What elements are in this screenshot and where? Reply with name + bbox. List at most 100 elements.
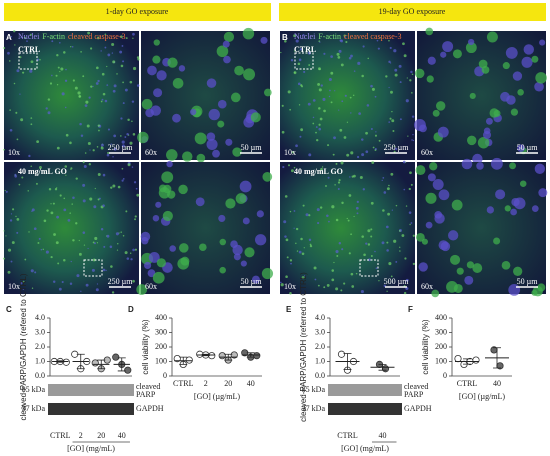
nucleus — [240, 260, 247, 267]
y-tick-label: 0 — [443, 371, 447, 380]
cell — [54, 188, 58, 191]
cell — [314, 278, 317, 281]
nucleus — [147, 65, 157, 76]
cell — [104, 99, 108, 103]
cell — [302, 33, 305, 36]
nucleus — [538, 188, 548, 198]
cell — [388, 184, 390, 187]
cell — [374, 134, 378, 137]
cell — [12, 208, 15, 211]
cell — [365, 131, 368, 135]
cell — [79, 122, 82, 126]
cell — [361, 74, 364, 78]
cell — [106, 153, 110, 157]
nucleus — [223, 31, 235, 42]
nucleus — [148, 251, 160, 263]
cell — [71, 203, 73, 205]
cell — [350, 233, 352, 236]
cell — [309, 243, 312, 246]
nucleus — [472, 263, 483, 273]
cell — [102, 204, 105, 207]
data-point — [173, 354, 181, 363]
cell — [110, 265, 113, 268]
cell — [412, 262, 416, 266]
nucleus — [425, 27, 434, 36]
cell — [317, 82, 321, 86]
cell — [91, 268, 95, 272]
nucleus — [432, 178, 444, 190]
cell — [16, 69, 20, 73]
cell — [111, 291, 115, 294]
cell — [357, 61, 361, 65]
cell — [399, 250, 401, 252]
cell — [64, 165, 68, 168]
nucleus — [534, 163, 545, 174]
magnification: 10x — [8, 282, 20, 291]
y-tick-label: 100 — [435, 356, 447, 365]
cell — [393, 239, 397, 243]
cell — [287, 164, 291, 167]
cell — [318, 88, 322, 92]
cell — [3, 47, 6, 50]
cell — [317, 221, 320, 225]
cell — [120, 135, 122, 137]
cell — [367, 229, 371, 233]
cell — [92, 258, 96, 262]
cell — [362, 188, 365, 191]
cell — [8, 60, 11, 62]
cell — [83, 244, 86, 246]
cell — [113, 84, 117, 88]
nucleus — [434, 213, 445, 224]
cell — [55, 241, 59, 245]
cell — [70, 46, 72, 48]
nucleus — [502, 62, 510, 70]
cell — [82, 75, 85, 78]
cell — [100, 143, 104, 147]
nucleus — [521, 56, 533, 68]
cell — [386, 187, 390, 191]
cell — [132, 32, 135, 36]
nucleus — [182, 151, 193, 162]
cell — [63, 197, 66, 200]
nucleus — [448, 230, 459, 241]
cell — [398, 64, 402, 68]
cell — [3, 148, 5, 151]
cell — [360, 290, 364, 294]
cell — [390, 62, 392, 64]
cell — [289, 108, 292, 111]
magnification: 10x — [284, 148, 296, 157]
cell — [36, 140, 40, 144]
cell — [59, 70, 61, 73]
stain-label: cleaved caspase-3 — [68, 32, 126, 41]
cell — [120, 231, 122, 233]
cell — [16, 218, 20, 221]
cell — [393, 150, 396, 153]
cell — [56, 215, 59, 219]
banner-title: 19-day GO exposure — [379, 7, 446, 16]
cell — [84, 152, 87, 154]
cell — [95, 82, 99, 85]
nucleus — [261, 267, 274, 280]
nucleus — [513, 266, 523, 276]
cell — [386, 241, 389, 244]
cell — [333, 136, 336, 140]
cell — [308, 238, 312, 242]
cell — [58, 287, 62, 291]
stain-label: Nuclei — [18, 32, 40, 41]
cell — [343, 34, 346, 37]
error-bar — [201, 353, 210, 357]
cell — [372, 146, 375, 149]
nucleus — [505, 47, 518, 59]
error-bar — [493, 347, 501, 369]
cell — [122, 60, 125, 63]
cell — [131, 100, 135, 103]
cell — [408, 187, 411, 191]
cell — [88, 96, 91, 99]
nucleus — [416, 232, 425, 242]
cell — [383, 191, 387, 194]
cell — [112, 89, 116, 93]
cell — [60, 67, 64, 71]
cell — [131, 120, 133, 123]
cell — [408, 211, 412, 214]
cell — [122, 102, 125, 105]
